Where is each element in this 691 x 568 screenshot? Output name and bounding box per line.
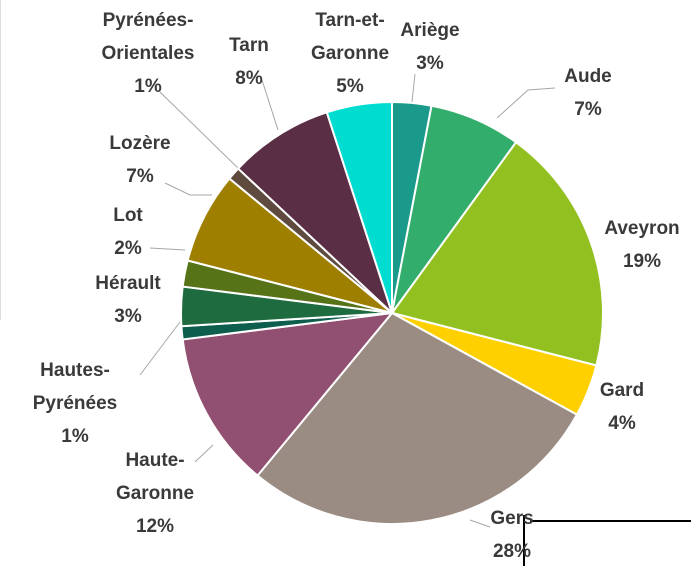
value-label: 8%	[235, 68, 263, 89]
category-label: Tarn	[229, 35, 269, 56]
value-label: 7%	[574, 99, 602, 120]
value-label: 3%	[416, 53, 444, 74]
slice-label: Aveyron 19%	[587, 212, 691, 278]
slice-label: Hérault 3%	[78, 267, 178, 333]
leader-line	[139, 317, 184, 376]
value-label: 19%	[622, 251, 662, 272]
category-label: Lozère	[109, 133, 171, 154]
slice	[325, 100, 393, 314]
category-label: Tarn-et-Garonne	[310, 10, 390, 64]
leader-line	[261, 79, 279, 131]
value-label: 3%	[114, 306, 142, 327]
leader-lines	[139, 73, 556, 528]
slice	[236, 111, 393, 314]
category-label: Gard	[599, 380, 645, 401]
slice-label: Gard 4%	[582, 374, 662, 440]
category-label: Aveyron	[604, 218, 680, 239]
value-label: 12%	[135, 516, 175, 537]
value-label: 2%	[114, 238, 142, 259]
category-label: Pyrénées-Orientales	[101, 10, 195, 64]
leader-line	[194, 444, 214, 463]
category-label: Lot	[113, 205, 143, 226]
slice	[256, 311, 579, 525]
value-label: 1%	[61, 426, 89, 447]
value-label: 1%	[134, 76, 162, 97]
leader-line	[411, 73, 416, 103]
leader-line	[159, 91, 241, 171]
slice-label: Haute-Garonne 12%	[95, 444, 215, 543]
slice-label: Tarn-et-Garonne 5%	[295, 4, 405, 103]
category-label: Hautes-Pyrénées	[32, 360, 118, 414]
category-label: Haute-Garonne	[115, 450, 195, 504]
leader-line	[164, 182, 212, 196]
leader-line	[149, 247, 186, 251]
slice	[181, 311, 395, 477]
leader-line	[496, 87, 556, 119]
slice-label: Pyrénées-Orientales 1%	[83, 4, 213, 103]
value-label: 4%	[608, 413, 636, 434]
value-label: 7%	[126, 166, 154, 187]
slice	[390, 140, 604, 367]
slice-label: Lozère 7%	[95, 127, 185, 193]
slice-label: Aude 7%	[543, 60, 633, 126]
slices	[180, 100, 604, 525]
category-label: Hérault	[95, 273, 161, 294]
category-label: Ariège	[400, 20, 460, 41]
category-label: Aude	[564, 66, 612, 87]
slice-label: Gers 28%	[472, 502, 552, 568]
leader-line	[469, 519, 491, 528]
slice-label: Ariège 3%	[385, 14, 475, 80]
category-label: Gers	[490, 508, 534, 529]
value-label: 28%	[492, 541, 532, 562]
value-label: 5%	[336, 76, 364, 97]
slice-label: Tarn 8%	[214, 29, 284, 95]
slice-label: Lot 2%	[88, 199, 168, 265]
slice-label: Hautes-Pyrénées 1%	[15, 354, 135, 453]
